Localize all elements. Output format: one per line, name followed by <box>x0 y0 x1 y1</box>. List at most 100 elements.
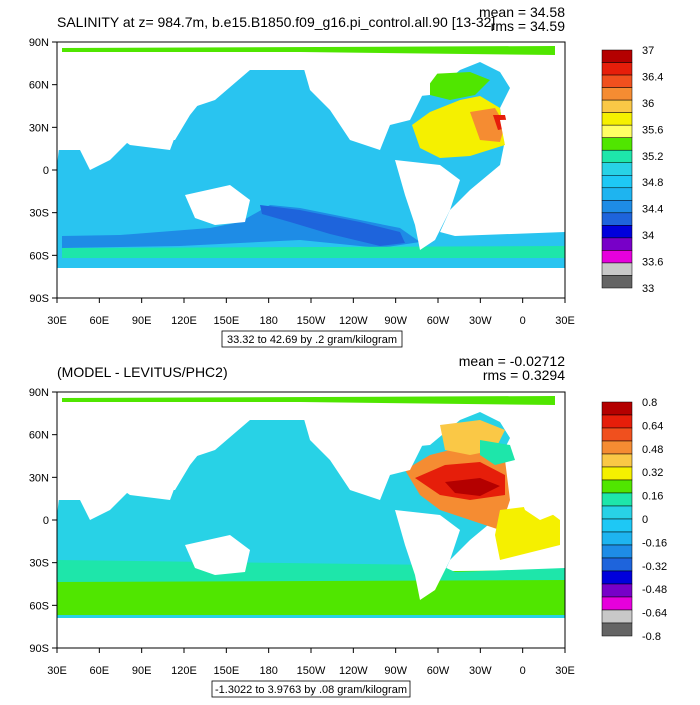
colorbar-swatch <box>601 466 633 481</box>
colorbar-label: 37 <box>642 45 654 57</box>
lon-label: 90E <box>132 665 152 677</box>
colorbar-swatch <box>601 583 633 598</box>
colorbar-swatch <box>601 212 633 226</box>
colorbar-label: 35.2 <box>642 151 663 163</box>
panel1-range-box <box>221 330 403 348</box>
panel2-range: -1.3022 to 3.9763 by .08 gram/kilogram <box>215 684 407 696</box>
colorbar-label: -0.16 <box>642 537 667 549</box>
colorbar-label: 0.16 <box>642 491 663 503</box>
colorbar-label: -0.64 <box>642 608 667 620</box>
colorbar-swatch <box>601 262 633 276</box>
panel1-rms: rms = 34.59 <box>491 18 566 34</box>
arctic-band <box>62 46 555 55</box>
colorbar-swatch <box>601 162 633 176</box>
colorbar-swatch <box>601 427 633 442</box>
south-band <box>62 246 565 258</box>
lat-label: 30S <box>29 208 49 220</box>
colorbar-swatch <box>601 49 633 63</box>
land-north-america <box>300 405 470 500</box>
colorbar-label: 0.48 <box>642 444 663 456</box>
colorbar-swatch <box>601 237 633 251</box>
lon-label: 30E <box>47 665 67 677</box>
panel1-colorbar: 37 36.4 36 35.6 35.2 34.8 34.4 34 33.6 33 <box>601 45 663 295</box>
panel2-title: (MODEL - LEVITUS/PHC2) <box>57 364 228 380</box>
lon-label: 120W <box>339 665 368 677</box>
land-south-america <box>395 510 460 600</box>
colorbar-label: -0.32 <box>642 561 667 573</box>
land-asia <box>57 405 210 520</box>
land-africa <box>510 468 565 520</box>
lon-label: 150E <box>213 315 239 327</box>
lon-label: 30E <box>47 315 67 327</box>
colorbar-label: 35.6 <box>642 124 663 136</box>
panel2-colorbar: 0.8 0.64 0.48 0.32 0.16 0 -0.16 -0.32 -0.48 -0.64… <box>601 397 667 643</box>
colorbar-swatch <box>601 401 633 416</box>
colorbar-swatch <box>601 200 633 214</box>
colorbar-swatch <box>601 149 633 163</box>
land-australia <box>185 185 250 225</box>
lon-label: 150E <box>213 665 239 677</box>
lat-label: 30S <box>29 558 49 570</box>
panel-salinity: SALINITY at z= 984.7m, b.e15.B1850.f09_g… <box>29 4 663 348</box>
colorbar-swatch <box>601 505 633 520</box>
colorbar-label: 0.8 <box>642 397 657 409</box>
arctic-band <box>62 396 555 405</box>
lat-label: 60S <box>29 250 49 262</box>
lon-label: 120E <box>171 315 197 327</box>
colorbar-label: 34 <box>642 230 654 242</box>
lat-label: 0 <box>43 165 49 177</box>
lat-label: 30N <box>29 472 49 484</box>
colorbar-label: 0.64 <box>642 420 663 432</box>
land-antarctica <box>57 618 565 648</box>
colorbar-label: 33 <box>642 283 654 295</box>
labrador-anomaly <box>480 440 515 465</box>
colorbar-swatch <box>601 175 633 189</box>
colorbar-swatch <box>601 570 633 585</box>
lon-label: 90W <box>384 665 407 677</box>
panel2-map <box>57 392 565 648</box>
land-africa <box>500 118 565 215</box>
panel1-lon-axis: 30E 60E 90E 120E 150E 180 150W 120W 90W 60W 30W 0 30… <box>47 298 575 327</box>
colorbar-label: 36.4 <box>642 71 663 83</box>
lon-label: 150W <box>297 315 326 327</box>
colorbar-label: 0.32 <box>642 467 663 479</box>
colorbar-swatch <box>601 440 633 455</box>
colorbar-swatch <box>601 112 633 126</box>
colorbar-swatch <box>601 518 633 533</box>
colorbar-label: 0 <box>642 514 648 526</box>
lon-label: 0 <box>520 665 526 677</box>
panel1-range: 33.32 to 42.69 by .2 gram/kilogram <box>227 334 397 346</box>
colorbar-swatch <box>601 609 633 624</box>
lon-label: 60E <box>90 315 110 327</box>
panel1-title: SALINITY at z= 984.7m, b.e15.B1850.f09_g… <box>57 14 495 30</box>
colorbar-swatch <box>601 124 633 138</box>
colorbar-swatch <box>601 187 633 201</box>
panel2-range-box <box>211 680 411 698</box>
colorbar-swatch <box>601 479 633 494</box>
panel2-mean: mean = -0.02712 <box>459 353 565 369</box>
lat-label: 90N <box>29 37 49 49</box>
lon-label: 60W <box>427 665 450 677</box>
s-atlantic-anomaly <box>495 505 560 560</box>
panel-difference: (MODEL - LEVITUS/PHC2) mean = -0.02712 r… <box>29 353 667 698</box>
lat-label: 90S <box>29 293 49 305</box>
lon-label: 30W <box>469 665 492 677</box>
colorbar-swatch <box>601 596 633 611</box>
lon-label: 90W <box>384 315 407 327</box>
colorbar-label: -0.8 <box>642 631 661 643</box>
lon-label: 60W <box>427 315 450 327</box>
panel1-lat-axis: 90N 60N 30N 0 30S 60S 90S <box>29 37 57 305</box>
colorbar-swatch <box>601 74 633 88</box>
colorbar-swatch <box>601 225 633 239</box>
lon-label: 30E <box>555 665 575 677</box>
nordic-seas <box>430 72 490 100</box>
colorbar-swatch <box>601 557 633 572</box>
land-asia <box>57 55 210 170</box>
panel2-rms: rms = 0.3294 <box>483 367 565 383</box>
panel2-lat-axis: 90N 60N 30N 0 30S 60S 90S <box>29 387 57 655</box>
lat-label: 90S <box>29 643 49 655</box>
atlantic-anomaly-dark <box>445 478 500 496</box>
lat-label: 90N <box>29 387 49 399</box>
land-south-america <box>395 160 460 250</box>
